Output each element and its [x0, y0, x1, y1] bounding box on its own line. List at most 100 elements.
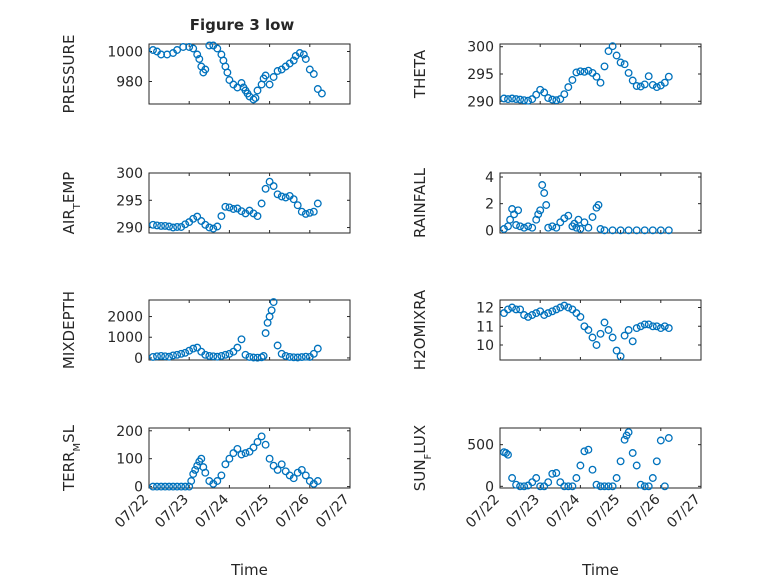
- data-point: [532, 90, 541, 99]
- data-point: [153, 482, 161, 491]
- data-point: [313, 85, 322, 93]
- y-axis-label: AIRTEMP: [60, 172, 83, 235]
- data-point: [508, 303, 517, 312]
- data-point: [544, 309, 553, 318]
- data-point: [265, 80, 274, 89]
- data-point: [502, 449, 510, 457]
- data-point: [628, 76, 637, 85]
- data-point: [301, 471, 310, 480]
- data-point: [516, 222, 525, 231]
- data-series: [500, 42, 673, 105]
- data-point: [217, 471, 226, 480]
- data-point: [544, 94, 553, 102]
- data-point: [648, 80, 657, 89]
- data-point: [173, 46, 182, 54]
- data-point: [181, 220, 190, 229]
- data-point: [289, 56, 298, 65]
- figure-title: Figure 3 low: [190, 16, 295, 34]
- data-point: [508, 474, 517, 482]
- data-point: [193, 212, 202, 221]
- y-tick-label: 100: [116, 452, 143, 468]
- data-point: [624, 428, 633, 437]
- data-point: [209, 352, 218, 361]
- data-point: [506, 215, 515, 224]
- x-axis-label: Time: [581, 561, 619, 579]
- data-point: [245, 447, 254, 456]
- data-point: [556, 478, 565, 487]
- data-point: [608, 482, 617, 491]
- data-point: [568, 482, 577, 491]
- data-point: [153, 352, 161, 361]
- data-point: [309, 70, 318, 78]
- data-point: [161, 221, 170, 230]
- data-point: [295, 49, 304, 57]
- data-point: [556, 218, 565, 227]
- data-point: [261, 329, 270, 338]
- data-point: [169, 351, 178, 360]
- y-tick-label: 0: [485, 223, 494, 239]
- data-point: [516, 305, 525, 314]
- data-point: [209, 224, 218, 233]
- data-point: [600, 318, 609, 327]
- data-point: [251, 94, 260, 102]
- data-point: [273, 465, 282, 474]
- data-point: [261, 71, 270, 80]
- data-point: [249, 95, 258, 104]
- data-point: [624, 326, 633, 334]
- data-point: [193, 343, 202, 352]
- data-point: [548, 222, 557, 231]
- data-point: [596, 482, 605, 491]
- data-point: [632, 461, 641, 470]
- data-point: [544, 478, 553, 487]
- data-point: [612, 346, 621, 355]
- data-point: [532, 474, 541, 482]
- data-point: [165, 482, 174, 491]
- data-point: [233, 343, 242, 352]
- data-point: [540, 482, 549, 491]
- data-point: [229, 205, 238, 213]
- data-point: [237, 79, 246, 87]
- data-point: [576, 461, 585, 470]
- data-point: [612, 474, 621, 482]
- y-tick-label: 295: [116, 193, 143, 209]
- data-point: [237, 450, 246, 459]
- data-point: [217, 212, 226, 221]
- data-series: [149, 432, 322, 491]
- data-point: [536, 482, 545, 491]
- data-point: [572, 474, 581, 482]
- subplot-second-right: 0 2 4 RAINFALL: [411, 167, 702, 239]
- data-point: [259, 351, 268, 360]
- data-point: [532, 309, 541, 318]
- data-point: [189, 470, 198, 478]
- y-tick-label: 290: [467, 94, 494, 110]
- data-point: [193, 50, 202, 59]
- data-point: [317, 89, 326, 98]
- data-point: [301, 209, 310, 218]
- data-point: [277, 192, 286, 201]
- data-point: [514, 206, 523, 215]
- data-point: [249, 443, 258, 452]
- data-point: [205, 41, 214, 50]
- data-point: [576, 67, 585, 76]
- data-point: [552, 469, 561, 477]
- data-point: [524, 312, 533, 321]
- data-point: [189, 214, 198, 223]
- data-point: [241, 449, 250, 458]
- data-point: [560, 301, 569, 310]
- y-tick-label: 980: [116, 75, 143, 91]
- data-point: [221, 350, 230, 359]
- y-tick-label: 295: [467, 67, 494, 83]
- data-point: [556, 303, 565, 312]
- data-point: [572, 68, 581, 77]
- data-point: [588, 333, 597, 342]
- data-point: [636, 322, 645, 331]
- data-point: [161, 482, 170, 491]
- data-point: [512, 480, 521, 489]
- data-point: [612, 51, 621, 60]
- data-point: [644, 72, 653, 81]
- data-point: [277, 349, 286, 358]
- data-point: [305, 208, 314, 217]
- data-point: [161, 352, 170, 361]
- data-point: [588, 465, 597, 474]
- data-point: [528, 311, 537, 319]
